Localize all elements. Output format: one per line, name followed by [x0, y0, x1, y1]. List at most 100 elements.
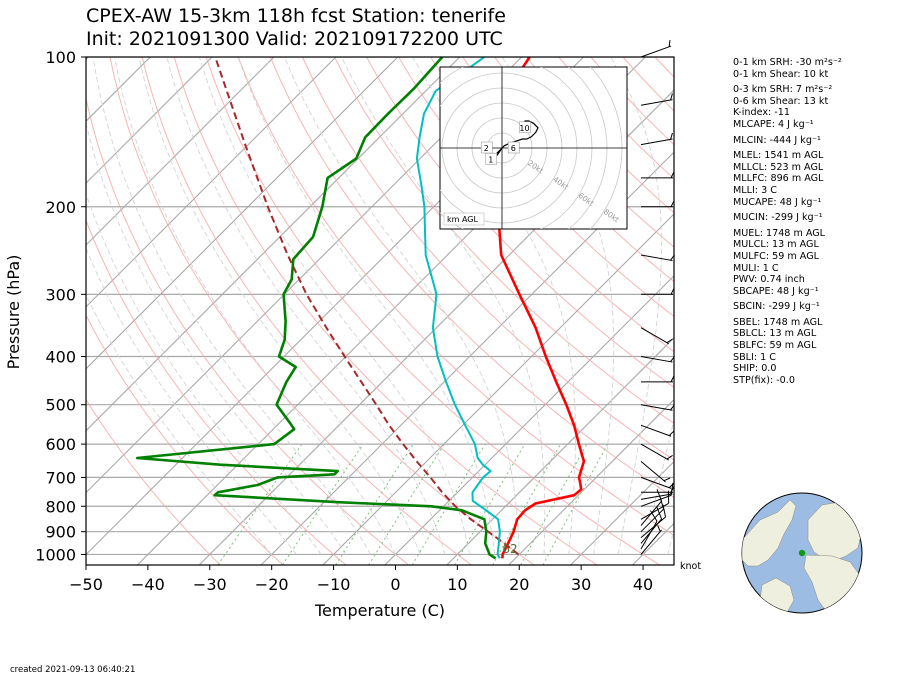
index-line: SBEL: 1748 m AGL — [733, 316, 823, 328]
isotherm-line — [86, 57, 399, 370]
wind-barb-flag — [668, 482, 675, 489]
mixing-ratio-line — [335, 443, 414, 565]
plot-frame — [85, 56, 675, 566]
dry-adiabat-line — [86, 96, 410, 565]
index-line: 0-1 km Shear: 10 kt — [733, 68, 829, 80]
isotherm-line — [86, 57, 275, 246]
index-line: MUCAPE: 48 J kg⁻¹ — [733, 196, 822, 208]
index-line: SBCIN: -299 J kg⁻¹ — [733, 301, 820, 313]
stability-indices-panel: 0-1 km SRH: -30 m²s⁻² 0-1 km Shear: 10 kt… — [733, 57, 842, 386]
wind-barb — [640, 490, 670, 520]
wind-barb — [640, 93, 673, 106]
index-line: SBLFC: 59 m AGL — [733, 340, 817, 352]
dry-adiabat-line — [430, 57, 674, 318]
wind-barb-flag — [668, 40, 671, 47]
index-line: SBLCL: 13 m AGL — [733, 328, 817, 340]
index-line: SBLI: 1 C — [733, 351, 776, 363]
wind-barb-staff — [640, 356, 673, 363]
dewpoint-profile-line — [135, 57, 497, 560]
wind-barb-flag — [670, 132, 673, 140]
moist-adiabat-line — [138, 57, 421, 555]
wind-barb — [640, 476, 675, 489]
x-tick-label: −40 — [131, 575, 165, 594]
created-timestamp: created 2021-09-13 06:40:21 — [10, 665, 136, 675]
mixing-ratio-line — [411, 443, 486, 565]
wind-barb-staff — [640, 138, 673, 146]
wind-barb-flag — [670, 200, 675, 208]
y-tick-label: 200 — [45, 198, 76, 217]
x-tick-label: 40 — [633, 575, 653, 594]
dry-adiabat-line — [86, 314, 284, 565]
wind-barb-flag — [670, 254, 675, 261]
x-tick-label: −30 — [193, 575, 227, 594]
dry-adiabat-line — [86, 219, 347, 565]
wind-barb-staff — [640, 508, 664, 533]
y-tick-label: 700 — [45, 468, 76, 487]
x-tick-label: 10 — [447, 575, 467, 594]
index-line: 0-1 km SRH: -30 m²s⁻² — [733, 57, 842, 68]
index-line: MULI: 1 C — [733, 262, 779, 274]
isotherm-line — [508, 398, 674, 565]
hodograph-height-label: 1 — [488, 155, 493, 164]
index-line: MUEL: 1748 m AGL — [733, 227, 826, 239]
parcel-profile-line — [214, 57, 520, 556]
hodograph-unit-box — [443, 212, 485, 226]
index-line: MULFC: 59 m AGL — [733, 250, 819, 262]
x-axis-label: Temperature (C) — [314, 601, 445, 620]
moist-adiabat-line — [198, 57, 471, 555]
wind-barb — [640, 254, 675, 262]
index-line: PWV: 0.74 inch — [733, 274, 805, 286]
hodograph-height-box — [507, 141, 520, 154]
wind-barb-staff — [640, 254, 673, 262]
locator-globe — [741, 492, 863, 614]
wind-barb-flag — [668, 430, 675, 436]
moist-adiabat-line — [92, 57, 372, 555]
wind-barb-staff — [640, 529, 662, 555]
moist-adiabat-line — [86, 247, 297, 555]
moist-adiabat-line — [237, 57, 495, 555]
chart-subtitle: Init: 2021091300 Valid: 202109172200 UTC — [86, 28, 503, 50]
wind-barb-staff — [640, 494, 672, 507]
dry-adiabat-line — [237, 57, 674, 536]
mixing-ratio-line — [454, 443, 526, 565]
wind-barbs — [640, 40, 675, 555]
y-tick-label: 1000 — [35, 545, 76, 564]
index-line: MLLFC: 896 m AGL — [733, 173, 824, 185]
x-tick-label: 0 — [390, 575, 400, 594]
hodograph-height-label: 6 — [511, 144, 516, 153]
wind-barb-staff — [640, 502, 669, 520]
dry-adiabat-line — [86, 398, 221, 565]
dry-adiabat-line — [109, 57, 472, 565]
isotherm-line — [86, 57, 461, 432]
dry-adiabat-line — [398, 57, 674, 353]
y-tick-label: 600 — [45, 435, 76, 454]
index-line: MULCL: 13 m AGL — [733, 239, 819, 251]
moist-adiabat-line — [86, 121, 347, 555]
chart-title: CPEX-AW 15-3km 118h fcst Station: teneri… — [86, 5, 506, 27]
wind-barb-staff — [640, 99, 673, 106]
wind-barb — [640, 443, 673, 461]
isotherm-line — [570, 460, 674, 565]
mixing-ratio-line — [217, 443, 303, 565]
x-tick-label: 30 — [571, 575, 591, 594]
wind-barb-staff — [640, 327, 669, 345]
hodograph-height-label: 10 — [519, 124, 529, 133]
y-tick-label: 800 — [45, 497, 76, 516]
wind-barb-staff — [640, 404, 673, 411]
wind-barb — [640, 404, 675, 411]
wind-barb-flag — [670, 171, 675, 179]
dry-adiabat-line — [462, 57, 674, 283]
station-marker — [798, 549, 806, 557]
index-line: MLLI: 3 C — [733, 184, 777, 196]
mixing-ratio-line — [282, 443, 364, 565]
wind-unit-label: knot — [680, 561, 701, 572]
moist-adiabat-line — [642, 417, 674, 555]
hodograph-height-box — [480, 141, 493, 154]
x-tick-label: −10 — [317, 575, 351, 594]
wind-barb — [640, 132, 673, 146]
wind-barb-flag — [670, 356, 675, 363]
wind-barb — [641, 171, 675, 179]
moist-adiabat-line — [114, 57, 396, 555]
isotherm-line — [260, 151, 674, 565]
